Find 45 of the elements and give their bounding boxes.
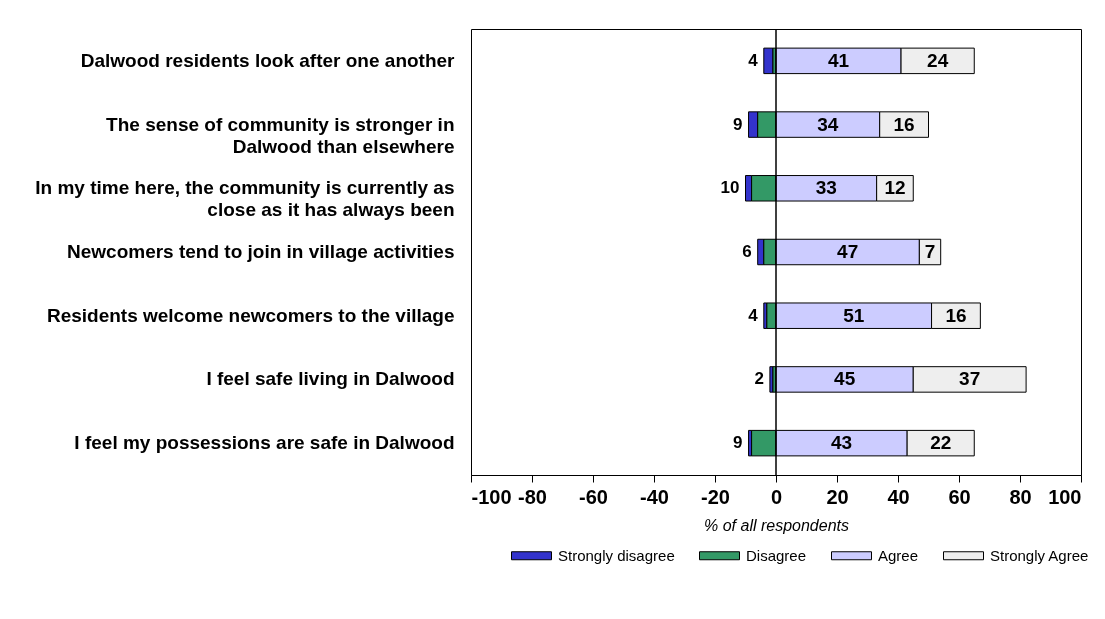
x-tick-label: -40 [640, 485, 669, 508]
data-label: 45 [834, 368, 856, 390]
x-tick-label: -100 [471, 485, 512, 508]
y-tick-label: I feel safe living in Dalwood [206, 368, 455, 390]
y-tick-label: In my time here, the community is currently as close as it has always been [35, 177, 455, 221]
annotation: 2 [754, 369, 764, 389]
data-label: 16 [945, 304, 967, 326]
data-label: 12 [884, 177, 906, 199]
data-label: 24 [927, 49, 949, 71]
annotation: 9 [733, 433, 743, 453]
annotation: 9 [733, 114, 743, 134]
annotation: 4 [748, 305, 759, 325]
data-label: 7 [924, 241, 936, 262]
data-label: 47 [837, 241, 859, 262]
annotation: 4 [748, 50, 759, 70]
x-tick-label: -60 [579, 485, 608, 508]
data-label: 33 [815, 177, 837, 199]
data-label: 51 [843, 304, 865, 326]
data-label: 43 [831, 432, 853, 454]
data-label: 37 [959, 368, 981, 390]
x-tick-label: 0 [770, 485, 783, 508]
data-label: 41 [827, 49, 850, 71]
data-label: 34 [817, 113, 839, 135]
y-tick-label: I feel my possessions are safe in Dalwood [74, 432, 455, 454]
x-tick-label: -20 [701, 485, 730, 508]
y-tick-label: The sense of community is stronger in Dalwood than elsewhere [106, 113, 455, 157]
legend-label: Strongly Agree [990, 546, 1089, 564]
x-tick-label: 80 [1009, 485, 1032, 508]
legend-label: Agree [878, 546, 919, 564]
annotation: 10 [720, 178, 740, 198]
legend-label: Strongly disagree [558, 546, 675, 564]
legend-label: Disagree [746, 546, 807, 564]
x-tick-label: 20 [826, 485, 849, 508]
y-tick-label: Residents welcome newcomers to the village [46, 304, 455, 326]
x-tick-label: -80 [518, 485, 547, 508]
y-tick-label: Newcomers tend to join in village activities [67, 241, 455, 262]
x-tick-label: 40 [887, 485, 910, 508]
data-label: 22 [930, 432, 952, 454]
x-axis-title: % of all respondents [704, 516, 849, 534]
bar [763, 47, 774, 75]
x-tick-label: 100 [1048, 485, 1082, 508]
annotation: 6 [742, 242, 752, 261]
data-label: 16 [893, 113, 915, 135]
x-tick-label: 60 [948, 485, 971, 508]
y-tick-label: Dalwood residents look after one another [80, 49, 456, 71]
